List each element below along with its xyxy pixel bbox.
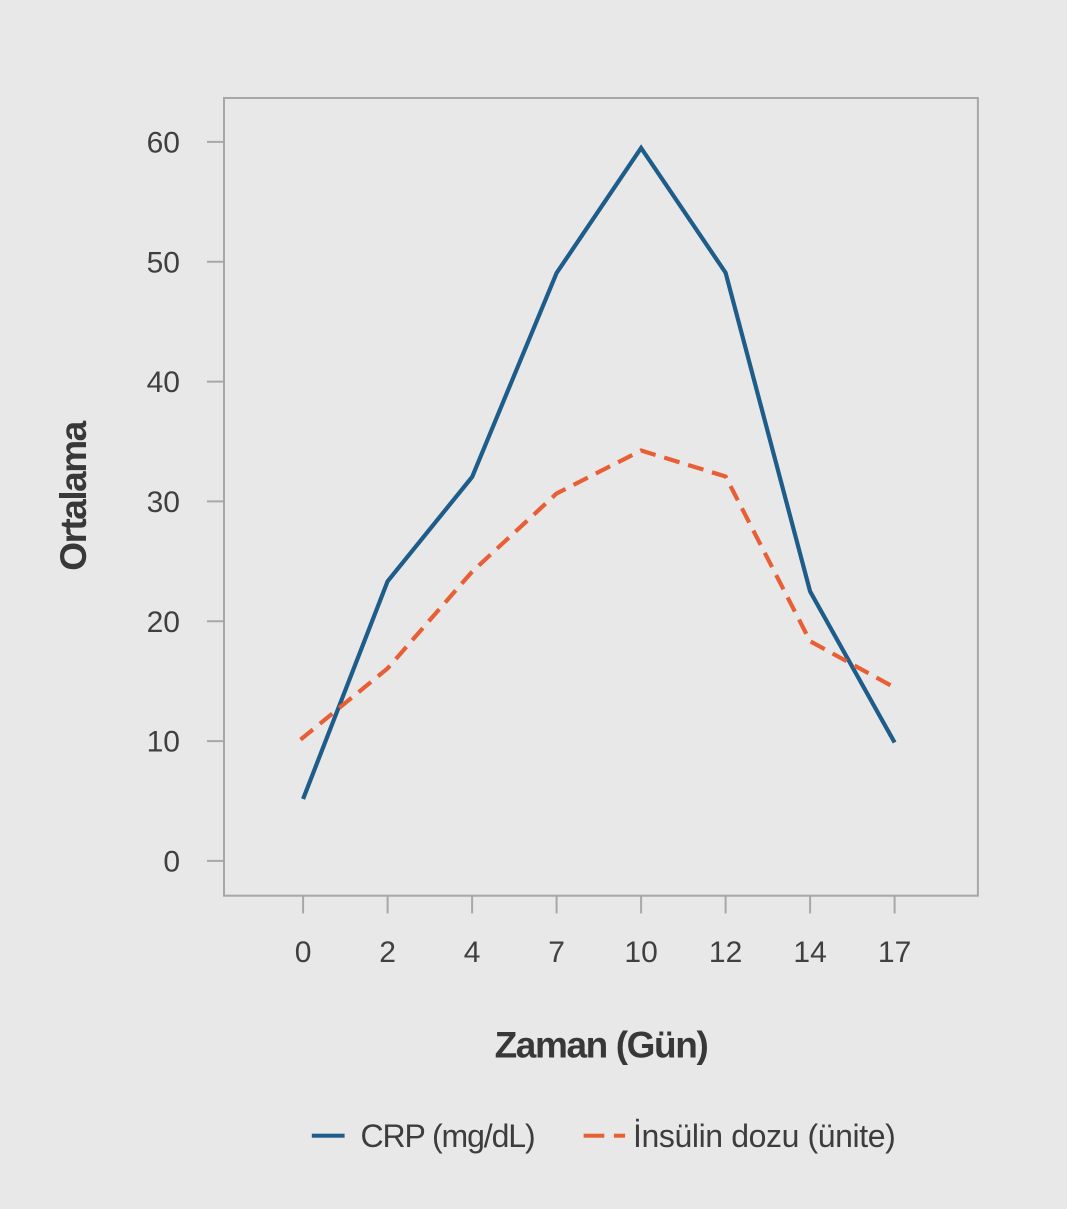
svg-text:40: 40 (147, 366, 180, 399)
svg-text:60: 60 (147, 127, 180, 160)
svg-text:10: 10 (147, 726, 180, 759)
svg-text:14: 14 (793, 936, 826, 969)
svg-text:0: 0 (295, 936, 312, 969)
svg-text:30: 30 (147, 486, 180, 519)
svg-text:Ortalama: Ortalama (53, 420, 94, 570)
svg-text:2: 2 (379, 936, 396, 969)
svg-text:7: 7 (548, 936, 565, 969)
svg-text:12: 12 (709, 936, 742, 969)
svg-text:10: 10 (624, 936, 657, 969)
svg-text:20: 20 (147, 606, 180, 639)
svg-text:Zaman (Gün): Zaman (Gün) (495, 1024, 708, 1065)
svg-text:CRP (mg/dL): CRP (mg/dL) (361, 1118, 535, 1154)
svg-text:0: 0 (163, 846, 180, 879)
svg-text:17: 17 (878, 936, 911, 969)
svg-text:50: 50 (147, 246, 180, 279)
svg-text:4: 4 (464, 936, 481, 969)
svg-text:İnsülin dozu (ünite): İnsülin dozu (ünite) (633, 1118, 895, 1154)
